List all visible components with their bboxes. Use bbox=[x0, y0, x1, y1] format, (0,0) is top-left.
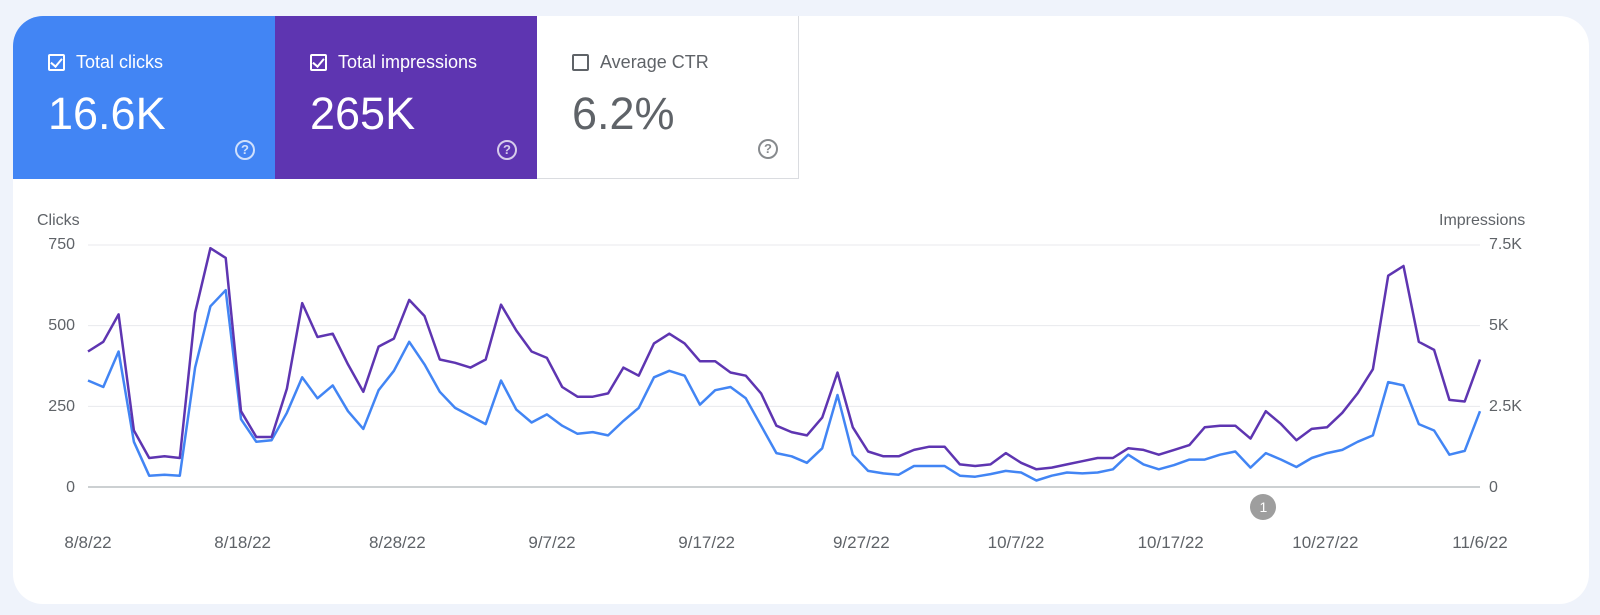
x-tick-label: 10/7/22 bbox=[987, 533, 1045, 552]
total-impressions-tile[interactable]: Total impressions 265K ? bbox=[275, 16, 537, 179]
average-ctr-label: Average CTR bbox=[600, 52, 709, 72]
x-tick-label: 8/8/22 bbox=[64, 533, 112, 552]
y-left-tick: 250 bbox=[48, 398, 75, 415]
x-tick-label: 9/27/22 bbox=[832, 533, 890, 552]
y-right-tick: 2.5K bbox=[1489, 398, 1522, 415]
x-tick-label: 10/17/22 bbox=[1137, 533, 1204, 552]
impressions-series-line[interactable] bbox=[87, 246, 1482, 471]
average-ctr-tile[interactable]: Average CTR 6.2% ? bbox=[537, 16, 799, 179]
total-clicks-checkbox[interactable] bbox=[48, 54, 65, 71]
x-tick-label: 9/17/22 bbox=[678, 533, 736, 552]
y-right-tick: 7.5K bbox=[1489, 236, 1522, 253]
x-tick-label: 8/18/22 bbox=[214, 533, 272, 552]
x-tick-label: 8/28/22 bbox=[368, 533, 426, 552]
x-tick-label: 10/27/22 bbox=[1292, 533, 1359, 552]
metric-tiles: Total clicks 16.6K ? Total impressions 2… bbox=[13, 16, 799, 179]
help-icon[interactable]: ? bbox=[235, 140, 255, 160]
total-impressions-value: 265K bbox=[310, 88, 416, 139]
y-right-tick: 0 bbox=[1489, 479, 1498, 496]
clicks-series-line[interactable] bbox=[87, 288, 1482, 482]
right-axis-title: Impressions bbox=[1439, 212, 1526, 229]
total-impressions-label: Total impressions bbox=[338, 52, 478, 72]
help-icon[interactable]: ? bbox=[758, 139, 778, 159]
help-icon[interactable]: ? bbox=[497, 140, 517, 160]
average-ctr-value: 6.2% bbox=[572, 88, 675, 139]
left-axis-title: Clicks bbox=[37, 212, 80, 229]
y-right-tick: 5K bbox=[1489, 317, 1509, 334]
total-clicks-value: 16.6K bbox=[48, 88, 166, 139]
total-impressions-checkbox[interactable] bbox=[310, 54, 327, 71]
annotation-marker[interactable]: 1 bbox=[1250, 494, 1277, 520]
y-left-tick: 750 bbox=[48, 236, 75, 253]
y-left-tick: 500 bbox=[48, 317, 75, 334]
line-chart[interactable] bbox=[13, 16, 1589, 604]
average-ctr-checkbox[interactable] bbox=[572, 54, 589, 71]
y-left-tick: 0 bbox=[66, 479, 75, 496]
x-tick-label: 11/6/22 bbox=[1452, 533, 1508, 552]
total-clicks-tile[interactable]: Total clicks 16.6K ? bbox=[13, 16, 275, 179]
x-tick-label: 9/7/22 bbox=[528, 533, 576, 552]
total-clicks-label: Total clicks bbox=[76, 52, 164, 72]
performance-card: Total clicks 16.6K ? Total impressions 2… bbox=[13, 16, 1589, 604]
